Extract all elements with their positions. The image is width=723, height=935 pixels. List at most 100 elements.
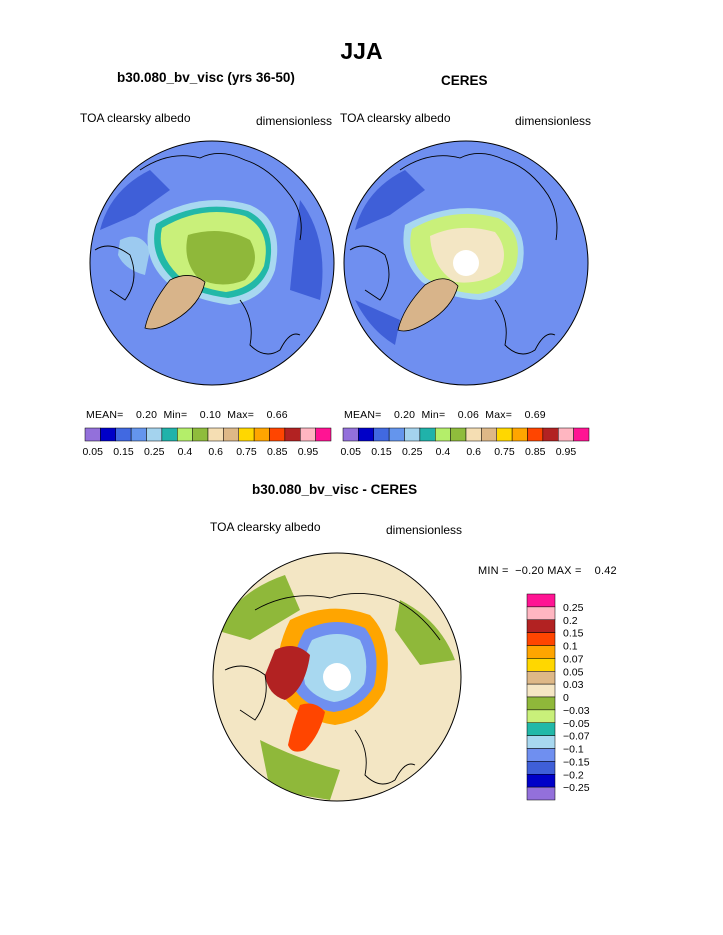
colorbar3-swatch-13	[526, 761, 556, 775]
colorbar2-swatch-9	[481, 427, 497, 442]
panel3-var-label: TOA clearsky albedo	[210, 520, 321, 534]
map-model-greenland	[144, 275, 206, 330]
colorbar2-swatch-6	[435, 427, 451, 442]
colorbar2-swatch-14	[558, 427, 574, 442]
colorbar3-label-1: 0.2	[563, 615, 578, 627]
colorbar3-swatch-10	[526, 722, 556, 736]
colorbar2-swatch-1	[358, 427, 374, 442]
colorbar3-label-5: 0.05	[563, 666, 584, 678]
panel2-min: 0.06	[457, 409, 480, 421]
colorbar2-label-4: 0.6	[466, 446, 481, 458]
panel1-min-label: Min=	[163, 409, 188, 421]
colorbar3-swatch-6	[526, 671, 556, 685]
map-ceres	[344, 141, 588, 385]
map-model-dark-region-2	[290, 200, 323, 300]
map-ceres-dark-region-2	[355, 300, 400, 345]
colorbar1-swatch-15	[315, 427, 332, 442]
panel1-mean-label: MEAN=	[86, 409, 124, 421]
colorbar3-swatch-11	[526, 735, 556, 749]
map-model-ice-green	[186, 231, 255, 285]
colorbar1-swatch-11	[253, 427, 270, 442]
colorbar1-swatch-10	[238, 427, 255, 442]
panel2-stats: MEAN= 0.20 Min= 0.06 Max= 0.69	[344, 409, 546, 421]
colorbar1-label-1: 0.15	[113, 446, 134, 458]
colorbar3-swatch-4	[526, 645, 556, 659]
colorbar2-swatch-3	[388, 427, 405, 442]
colorbar1-swatch-5	[161, 427, 178, 442]
panel3-max-label: MAX =	[547, 565, 582, 577]
map-ceres-greenland	[397, 278, 459, 332]
panel1-mean: 0.20	[135, 409, 158, 421]
colorbar3-swatch-2	[526, 619, 556, 633]
colorbar1-label-7: 0.95	[298, 446, 319, 458]
panel1-title: b30.080_bv_visc (yrs 36-50)	[117, 70, 295, 85]
colorbar1-swatch-13	[284, 427, 301, 442]
colorbar1-swatch-6	[177, 427, 193, 442]
colorbar-diff: 0.250.20.150.10.070.050.030−0.03−0.05−0.…	[526, 593, 590, 801]
colorbar2-swatch-8	[465, 427, 482, 442]
colorbar2-swatch-12	[527, 427, 544, 442]
colorbar1-label-5: 0.75	[236, 446, 257, 458]
panel3-max: 0.42	[594, 565, 617, 577]
colorbar3-swatch-12	[526, 748, 556, 762]
colorbar1-swatch-1	[100, 427, 116, 442]
colorbar2-swatch-15	[573, 427, 590, 442]
panel3-units: dimensionless	[386, 523, 463, 537]
panel2-max-label: Max=	[485, 409, 513, 421]
colorbar3-swatch-1	[526, 606, 556, 620]
map-model-archipelago	[118, 236, 150, 275]
colorbar-ceres: 0.05 0.15 0.25 0.4 0.6 0.75 0.85 0.95	[340, 427, 590, 458]
map-diff-pole-hole	[323, 663, 351, 691]
map-ceres-dark-region	[355, 170, 425, 230]
colorbar1-swatch-0	[84, 427, 101, 442]
colorbar1-swatch-2	[115, 427, 132, 442]
colorbar3-label-11: −0.1	[563, 744, 584, 756]
colorbar3-label-0: 0.25	[563, 602, 584, 614]
map-model	[90, 141, 334, 385]
colorbar3-label-7: 0	[563, 692, 569, 704]
colorbar1-swatch-3	[130, 427, 147, 442]
map-diff-outline	[212, 552, 462, 802]
colorbar2-swatch-0	[342, 427, 359, 442]
colorbar2-label-2: 0.25	[402, 446, 423, 458]
panel3-stats: MIN = −0.20 MAX = 0.42	[478, 565, 617, 577]
colorbar1-label-0: 0.05	[82, 446, 103, 458]
panel1-var-label: TOA clearsky albedo	[80, 111, 191, 125]
colorbar3-label-3: 0.1	[563, 641, 578, 653]
colorbar2-swatch-4	[404, 427, 421, 442]
colorbar1-swatch-8	[207, 427, 224, 442]
colorbar3-label-4: 0.07	[563, 653, 584, 665]
colorbar1-label-4: 0.6	[208, 446, 223, 458]
map-model-dark-region	[100, 170, 170, 230]
colorbar3-swatch-7	[526, 683, 556, 698]
panel1-units: dimensionless	[256, 114, 333, 128]
colorbar2-swatch-7	[450, 427, 467, 442]
colorbar3-label-6: 0.03	[563, 679, 584, 691]
map-diff-green-region-1	[215, 575, 300, 640]
map-ceres-pole-hole	[453, 250, 479, 276]
panel2-units: dimensionless	[515, 114, 592, 128]
map-diff-red-archipelago	[265, 646, 310, 700]
colorbar1-swatch-7	[192, 427, 209, 442]
panel2-max: 0.69	[524, 409, 546, 421]
panel1-min: 0.10	[199, 409, 222, 421]
panel3-min-label: MIN =	[478, 565, 509, 577]
colorbar3-swatch-8	[526, 696, 556, 711]
figure-season-title: JJA	[340, 38, 383, 64]
colorbar3-label-8: −0.03	[563, 705, 590, 717]
colorbar1-swatch-14	[300, 427, 316, 442]
colorbar2-label-6: 0.85	[525, 446, 546, 458]
colorbar1-swatch-9	[223, 427, 239, 442]
colorbar1-label-3: 0.4	[178, 446, 193, 458]
colorbar3-label-9: −0.05	[563, 718, 590, 730]
map-ceres-outline	[343, 140, 589, 386]
colorbar2-label-3: 0.4	[436, 446, 451, 458]
panel2-mean-label: MEAN=	[344, 409, 382, 421]
colorbar3-label-12: −0.15	[563, 756, 590, 768]
colorbar2-swatch-11	[511, 427, 528, 442]
panel1-max: 0.66	[266, 409, 288, 421]
colorbar3-label-10: −0.07	[563, 731, 590, 743]
colorbar3-swatch-14	[526, 774, 556, 788]
colorbar2-swatch-13	[542, 427, 559, 442]
